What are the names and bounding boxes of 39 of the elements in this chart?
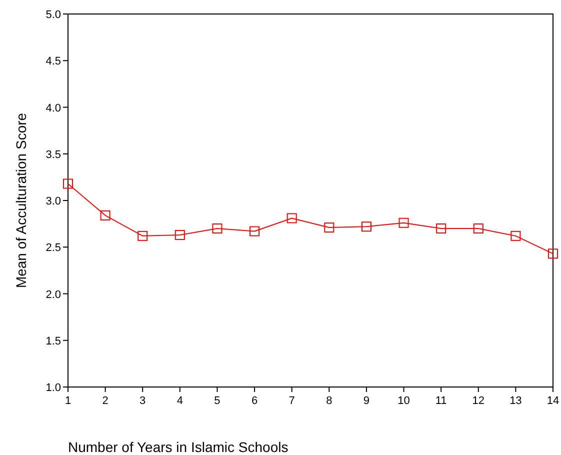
point [548,248,558,259]
x-tick-label: 8 [326,395,332,407]
point [138,230,148,241]
point [100,210,110,220]
x-tick-label: 7 [288,395,295,407]
x-tick-label: 11 [435,395,447,407]
point [63,178,73,189]
x-tick-label: 4 [176,395,183,407]
y-axis-title: Mean of Acculturation Score [13,112,29,288]
point [510,230,521,241]
point [286,213,297,224]
x-tick-label: 3 [140,395,146,407]
point [174,230,185,240]
point [436,223,446,234]
point [212,223,222,234]
y-tick-label: 2.0 [46,288,61,301]
x-tick-label: 9 [363,395,370,407]
y-tick-label: 3.0 [46,196,61,208]
x-axis-title: Number of Years in Islamic Schools [68,439,288,455]
x-tick-label: 10 [398,395,410,407]
y-tick-label: 1.0 [46,382,61,394]
point [324,222,334,233]
x-tick-label: 12 [472,395,485,407]
y-tick-label: 1.5 [46,335,61,348]
y-tick-label: 5.0 [46,9,61,21]
y-tick-label: 3.5 [46,148,61,161]
x-tick-label: 2 [102,395,108,407]
point [361,222,372,232]
x-tick-label: 6 [251,395,258,407]
point [250,226,260,236]
y-tick-label: 4.0 [46,102,61,114]
x-tick-label: 14 [546,395,560,407]
x-tick-label: 13 [510,395,522,407]
point [473,223,484,234]
y-tick-label: 2.5 [46,242,61,254]
x-tick-label: 1 [64,395,72,407]
point [398,218,409,228]
x-tick-label: 5 [214,395,220,407]
y-tick-label: 4.5 [46,56,61,68]
